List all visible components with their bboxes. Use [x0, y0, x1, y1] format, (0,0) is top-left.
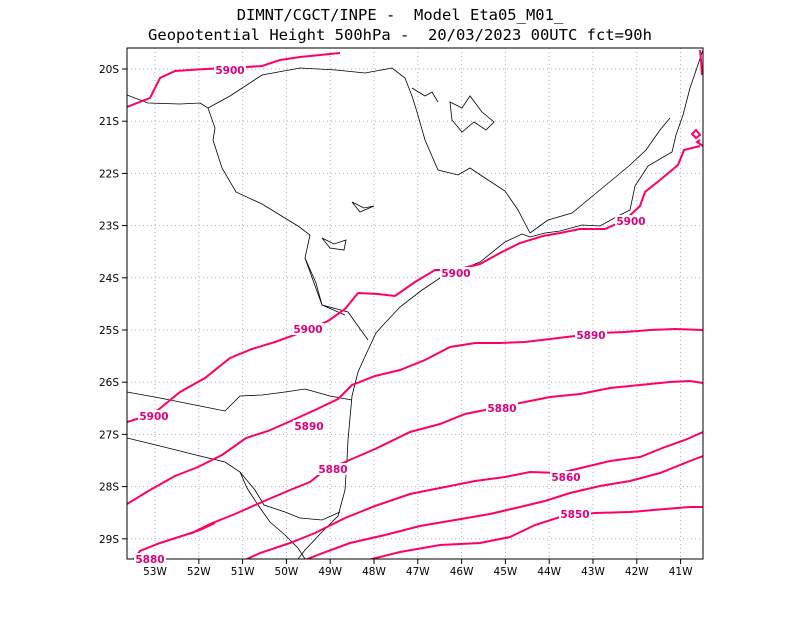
lake: [351, 201, 375, 213]
contour-label-bg: [317, 463, 349, 475]
contour-5910-east: [699, 49, 703, 76]
lat-tick-label: 27S: [99, 429, 119, 441]
lon-tick-label: 43W: [581, 566, 605, 578]
lat-tick-label: 23S: [99, 221, 119, 233]
contour-label-bg: [550, 471, 582, 483]
river: [411, 87, 439, 103]
contour-label-bg: [559, 508, 591, 520]
contour-label: 5890: [576, 330, 605, 342]
lon-tick-label: 45W: [494, 566, 518, 578]
state-border-pr-sp: [304, 257, 369, 341]
contour-label: 5900: [293, 324, 322, 336]
contour-label: 5880: [135, 554, 164, 566]
height-contours: [127, 49, 703, 559]
lake: [321, 237, 347, 251]
contour-label: 5850: [560, 509, 589, 521]
lon-tick-label: 52W: [187, 566, 211, 578]
lon-tick-label: 46W: [450, 566, 474, 578]
contour-label-bg: [214, 64, 246, 76]
lon-tick-label: 41W: [669, 566, 693, 578]
contour-label-bg: [486, 402, 518, 414]
contour-5880-east: [189, 379, 703, 535]
lon-tick-label: 53W: [143, 566, 167, 578]
contour-label-bg: [440, 267, 472, 279]
contour-5840: [367, 506, 703, 559]
lon-tick-label: 51W: [231, 566, 255, 578]
contour-label: 5880: [487, 403, 516, 415]
lon-tick-label: 44W: [537, 566, 561, 578]
contour-5910-spot: [695, 139, 703, 147]
lat-axis: 20S 21S 22S 23S 24S 25S 26S 27S 28S 29S: [99, 64, 127, 546]
map-title-line2: Geopotential Height 500hPa - 20/03/2023 …: [148, 26, 652, 44]
state-border-sp-mg: [127, 94, 346, 316]
lat-tick-label: 25S: [99, 325, 119, 337]
lon-axis: 53W 52W 51W 50W 49W 48W 47W 46W 45W 44W 43W 42W 41W: [143, 559, 693, 578]
lake: [449, 95, 495, 133]
map-title-line1: DIMNT/CGCT/INPE - Model Eta05_M01_: [236, 6, 564, 24]
lat-tick-label: 20S: [99, 64, 119, 76]
contour-label: 5860: [551, 472, 580, 484]
lat-tick-label: 24S: [99, 273, 119, 285]
state-border-sc-rs: [127, 437, 341, 521]
contour-5850: [304, 455, 703, 559]
contour-label-bg: [293, 420, 325, 432]
contour-5900-north: [127, 52, 341, 108]
country-border: [239, 471, 306, 559]
contour-5860: [244, 431, 703, 559]
contour-labels: 5900 5900 5900 5900 5900 5890 5890 5880 5880 5860…: [134, 64, 647, 566]
contour-5910-ring: [690, 128, 702, 140]
lat-tick-label: 26S: [99, 377, 119, 389]
lat-tick-label: 29S: [99, 534, 119, 546]
lat-tick-label: 28S: [99, 482, 119, 494]
lon-tick-label: 49W: [318, 566, 342, 578]
contour-label: 5880: [318, 464, 347, 476]
map-frame: [126, 47, 704, 560]
state-border-mg-rj: [529, 117, 671, 234]
state-border-mg-north: [207, 67, 531, 234]
contour-5890: [127, 327, 703, 505]
lon-tick-label: 47W: [406, 566, 430, 578]
contour-5900-main: [127, 145, 701, 423]
contour-label: 5890: [294, 421, 323, 433]
contour-label: 5900: [139, 411, 168, 423]
contour-label: 5900: [616, 216, 645, 228]
state-border-pr-sc: [127, 388, 353, 412]
contour-label-bg: [138, 410, 170, 422]
contour-label-bg: [292, 323, 324, 335]
contour-label-bg: [615, 215, 647, 227]
lon-tick-label: 48W: [362, 566, 386, 578]
contour-label-bg: [134, 553, 166, 565]
lat-tick-label: 22S: [99, 168, 119, 180]
contour-label-bg: [575, 329, 607, 341]
contour-label: 5900: [441, 268, 470, 280]
lon-tick-label: 42W: [625, 566, 649, 578]
lat-tick-label: 21S: [99, 116, 119, 128]
lon-tick-label: 50W: [275, 566, 299, 578]
coastline: [297, 49, 703, 559]
contour-label: 5900: [215, 65, 244, 77]
